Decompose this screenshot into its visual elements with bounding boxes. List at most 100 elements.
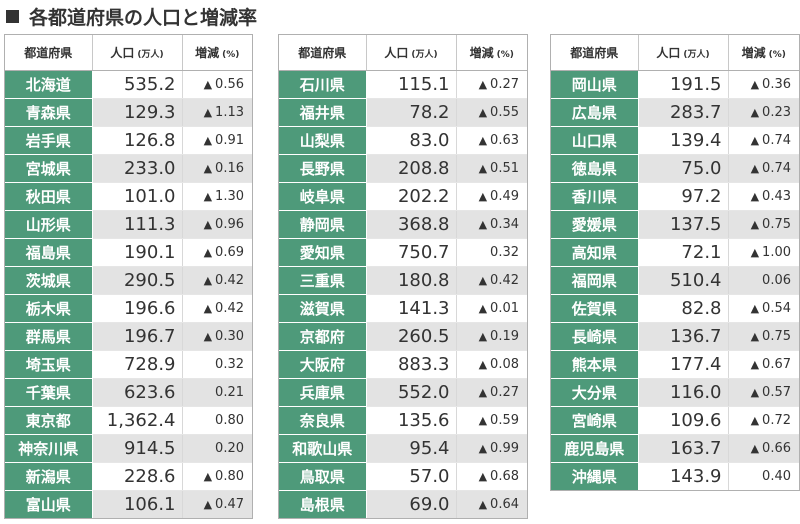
change-rate: ▲ 0.74 <box>728 154 799 183</box>
table-row: 香川県 97.2 ▲ 0.43 <box>551 182 799 211</box>
change-rate-value: 0.42 <box>215 301 244 316</box>
table-row: 福井県 78.2 ▲ 0.55 <box>279 98 527 127</box>
decrease-triangle-icon: ▲ <box>750 106 760 119</box>
change-rate-value: 0.99 <box>490 441 519 456</box>
change-rate-value: 0.21 <box>215 385 244 400</box>
change-rate: ▲ 0.27 <box>456 378 527 407</box>
population-value: 208.8 <box>366 154 457 183</box>
table-row: 富山県 106.1 ▲ 0.47 <box>5 490 252 518</box>
page-title-text: 各都道府県の人口と増減率 <box>29 6 258 29</box>
table-row: 京都府 260.5 ▲ 0.19 <box>279 322 527 351</box>
table-row: 千葉県 623.6 0.21 <box>5 378 252 407</box>
header-row: 都道府県 人口 (万人) 増減 (%) <box>5 35 252 71</box>
change-rate-value: 0.64 <box>490 497 519 512</box>
decrease-triangle-icon: ▲ <box>478 386 488 399</box>
change-rate: ▲ 0.80 <box>182 462 252 491</box>
header-row: 都道府県 人口 (万人) 増減 (%) <box>551 35 799 71</box>
table-row: 沖縄県 143.9 0.40 <box>551 462 799 490</box>
header-population: 人口 (万人) <box>92 35 183 71</box>
decrease-triangle-icon: ▲ <box>750 302 760 315</box>
population-value: 535.2 <box>92 70 183 99</box>
prefecture-name: 佐賀県 <box>551 294 639 323</box>
change-rate-value: 0.32 <box>215 357 244 372</box>
change-rate-value: 1.00 <box>762 245 791 260</box>
table-row: 徳島県 75.0 ▲ 0.74 <box>551 154 799 183</box>
change-rate: ▲ 0.47 <box>182 490 252 518</box>
table-row: 長崎県 136.7 ▲ 0.75 <box>551 322 799 351</box>
change-rate: ▲ 0.42 <box>182 294 252 323</box>
population-value: 69.0 <box>366 490 457 518</box>
change-rate-value: 0.47 <box>215 497 244 512</box>
decrease-triangle-icon: ▲ <box>750 386 760 399</box>
prefecture-name: 北海道 <box>5 70 93 99</box>
decrease-triangle-icon: ▲ <box>203 218 213 231</box>
prefecture-name: 長野県 <box>279 154 367 183</box>
population-value: 163.7 <box>638 434 729 463</box>
population-value: 111.3 <box>92 210 183 239</box>
prefecture-name: 群馬県 <box>5 322 93 351</box>
header-change-unit: (%) <box>496 50 514 60</box>
change-rate-value: 0.72 <box>762 413 791 428</box>
change-rate-value: 0.30 <box>215 329 244 344</box>
prefecture-name: 秋田県 <box>5 182 93 211</box>
population-value: 623.6 <box>92 378 183 407</box>
change-rate-value: 0.66 <box>762 441 791 456</box>
change-rate-value: 0.54 <box>762 301 791 316</box>
change-rate-value: 0.69 <box>215 245 244 260</box>
population-value: 177.4 <box>638 350 729 379</box>
table-row: 山形県 111.3 ▲ 0.96 <box>5 210 252 239</box>
decrease-triangle-icon: ▲ <box>478 498 488 511</box>
prefecture-name: 和歌山県 <box>279 434 367 463</box>
decrease-triangle-icon: ▲ <box>750 442 760 455</box>
decrease-triangle-icon: ▲ <box>203 134 213 147</box>
change-rate: ▲ 0.91 <box>182 126 252 155</box>
change-rate: ▲ 0.72 <box>728 406 799 435</box>
change-rate: ▲ 0.19 <box>456 322 527 351</box>
decrease-triangle-icon: ▲ <box>203 78 213 91</box>
table-row: 埼玉県 728.9 0.32 <box>5 350 252 379</box>
decrease-triangle-icon: ▲ <box>203 190 213 203</box>
prefecture-name: 三重県 <box>279 266 367 295</box>
table-row: 広島県 283.7 ▲ 0.23 <box>551 98 799 127</box>
table-row: 青森県 129.3 ▲ 1.13 <box>5 98 252 127</box>
change-rate: ▲ 0.57 <box>728 378 799 407</box>
change-rate-value: 0.23 <box>762 105 791 120</box>
table-row: 神奈川県 914.5 0.20 <box>5 434 252 463</box>
header-population-unit: (万人) <box>411 50 438 60</box>
change-rate: ▲ 0.69 <box>182 238 252 267</box>
decrease-triangle-icon: ▲ <box>478 274 488 287</box>
change-rate: ▲ 0.66 <box>728 434 799 463</box>
population-value: 95.4 <box>366 434 457 463</box>
change-rate-value: 1.13 <box>215 105 244 120</box>
decrease-triangle-icon: ▲ <box>478 134 488 147</box>
change-rate-value: 0.16 <box>215 161 244 176</box>
header-population-unit: (万人) <box>137 50 164 60</box>
table-row: 奈良県 135.6 ▲ 0.59 <box>279 406 527 435</box>
change-rate-value: 0.74 <box>762 133 791 148</box>
header-prefecture-label: 都道府県 <box>570 46 619 60</box>
prefecture-name: 奈良県 <box>279 406 367 435</box>
change-rate-value: 0.42 <box>490 273 519 288</box>
decrease-triangle-icon: ▲ <box>750 358 760 371</box>
population-value: 180.8 <box>366 266 457 295</box>
prefecture-name: 山梨県 <box>279 126 367 155</box>
population-value: 196.6 <box>92 294 183 323</box>
header-population-label: 人口 <box>110 46 135 60</box>
prefecture-name: 京都府 <box>279 322 367 351</box>
header-prefecture-label: 都道府県 <box>24 46 73 60</box>
change-rate: ▲ 0.55 <box>456 98 527 127</box>
change-rate-value: 0.34 <box>490 217 519 232</box>
change-rate: ▲ 1.00 <box>728 238 799 267</box>
change-rate: ▲ 0.23 <box>728 98 799 127</box>
decrease-triangle-icon: ▲ <box>203 470 213 483</box>
prefecture-name: 神奈川県 <box>5 434 93 463</box>
prefecture-name: 熊本県 <box>551 350 639 379</box>
change-rate: ▲ 0.67 <box>728 350 799 379</box>
prefecture-name: 茨城県 <box>5 266 93 295</box>
change-rate-value: 0.42 <box>215 273 244 288</box>
change-rate: ▲ 0.16 <box>182 154 252 183</box>
change-rate-value: 0.20 <box>215 441 244 456</box>
change-rate: ▲ 0.96 <box>182 210 252 239</box>
decrease-triangle-icon: ▲ <box>750 190 760 203</box>
change-rate: 0.32 <box>456 238 527 267</box>
